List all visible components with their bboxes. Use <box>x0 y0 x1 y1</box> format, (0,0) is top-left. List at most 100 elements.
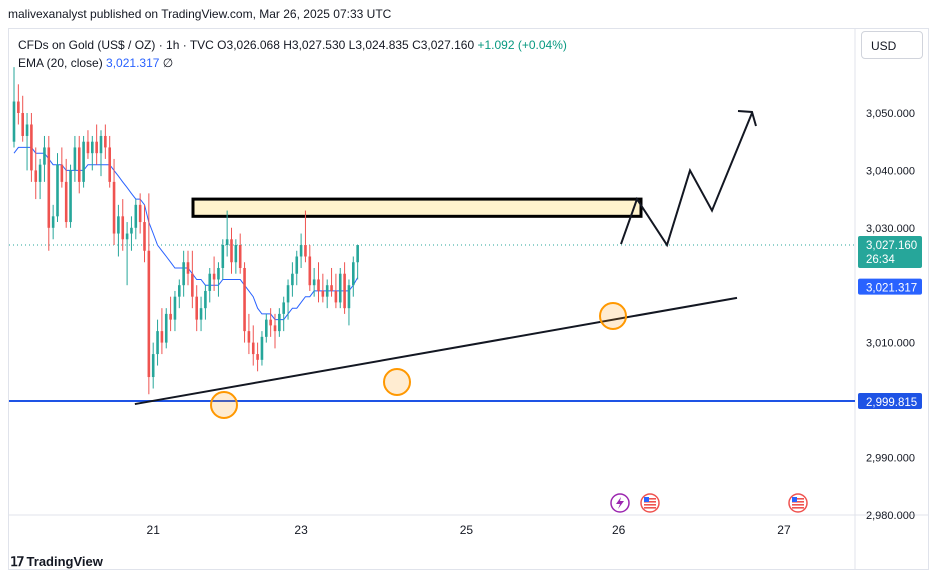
candle-body <box>112 181 116 234</box>
candle-body <box>269 319 272 326</box>
legend-low-label: L <box>348 38 356 52</box>
candle-body <box>221 245 225 268</box>
candle-body <box>82 141 85 182</box>
candle-body <box>208 273 212 291</box>
y-tick-label: 2,980.000 <box>866 510 915 522</box>
candle-body <box>173 296 177 320</box>
candle-body <box>51 216 55 228</box>
candle-body <box>286 285 290 303</box>
us-flag-icon <box>788 493 808 513</box>
candle-body <box>91 141 94 154</box>
last-price-badge-text: 3,027.160 <box>866 240 917 252</box>
candle-body <box>108 147 111 182</box>
last-price-badge-bg <box>858 236 922 269</box>
candle-body <box>247 331 251 343</box>
candle-body <box>69 170 72 223</box>
candle-body <box>43 147 46 165</box>
legend-close-label: C <box>412 38 421 52</box>
candle-body <box>317 279 320 291</box>
us-flag-stripe <box>792 507 804 509</box>
candle-body <box>130 227 133 234</box>
legend-open-label: O <box>217 38 227 52</box>
y-tick-label: 2,990.000 <box>866 452 915 464</box>
tradingview-logo[interactable]: 𝟣𝟩 TradingView <box>10 554 103 570</box>
candle-body <box>217 267 220 280</box>
us-flag-ring <box>640 493 660 513</box>
candle-body <box>169 313 172 320</box>
publisher-line: malivexanalyst published on TradingView.… <box>8 7 392 21</box>
currency-button[interactable]: USD <box>861 31 923 59</box>
candle-body <box>134 204 138 228</box>
candle-body <box>151 354 155 378</box>
candle-body <box>312 279 316 286</box>
candle-body <box>64 181 68 223</box>
lightning-icon <box>610 493 630 513</box>
legend-ema-label[interactable]: EMA (20, close) <box>18 56 103 70</box>
candle-body <box>343 273 346 309</box>
candle-body <box>304 245 307 257</box>
candle-body <box>191 273 194 297</box>
tradingview-brand: TradingView <box>26 554 103 569</box>
candle-body <box>212 273 216 280</box>
candle-body <box>73 147 77 171</box>
candle-body <box>147 250 151 378</box>
candle-body <box>278 313 281 332</box>
marked-low-circle <box>383 368 411 396</box>
candle-body <box>121 216 125 240</box>
ema-line <box>13 146 359 321</box>
candle-body <box>178 285 181 297</box>
candle-body <box>186 262 190 274</box>
projection-path <box>620 112 753 248</box>
hline-price-badge: 2,999.815 <box>858 393 922 410</box>
hline-price-badge-bg <box>858 393 922 410</box>
hline-price-badge-text: 2,999.815 <box>866 397 917 409</box>
candle-body <box>77 147 81 182</box>
us-flag-ring <box>788 493 808 513</box>
candle-body <box>164 313 168 343</box>
candle-body <box>117 216 120 234</box>
candle-body <box>291 273 294 286</box>
legend-symbol[interactable]: CFDs on Gold (US$ / OZ) · 1h · TVC <box>18 38 214 52</box>
candle-body <box>299 245 303 257</box>
candle-body <box>273 325 277 332</box>
ascending-trendline <box>134 296 738 406</box>
candle-body <box>160 331 164 343</box>
legend-high-label: H <box>283 38 292 52</box>
ema-price-badge-bg <box>858 278 922 295</box>
candle-body <box>182 262 185 286</box>
us-flag-stripe <box>792 501 804 503</box>
us-flag-stripe <box>792 498 804 500</box>
us-flag-icon <box>640 493 660 513</box>
legend-ema-value: 3,021.317 <box>106 56 160 70</box>
candle-body <box>143 222 146 251</box>
candle-body <box>86 141 90 154</box>
candle-body <box>225 239 229 246</box>
candle-body <box>195 296 198 320</box>
candle-body <box>199 308 203 320</box>
candle-body <box>25 124 29 136</box>
legend-open: 3,026.068 <box>226 38 280 52</box>
legend-low: 3,024.835 <box>355 38 409 52</box>
candle-body <box>12 101 16 142</box>
candle-body <box>230 239 233 263</box>
candle-body <box>260 336 264 360</box>
candle-body <box>104 135 107 148</box>
y-tick-label: 3,050.000 <box>866 108 915 120</box>
chart-panel[interactable] <box>8 28 929 570</box>
candle-body <box>47 147 51 228</box>
candle-body <box>251 342 255 355</box>
last-price-badge-text: 26:34 <box>866 254 895 266</box>
candle-body <box>265 319 268 337</box>
legend-ohlc-row: CFDs on Gold (US$ / OZ) · 1h · TVC O3,02… <box>18 36 567 54</box>
legend-ema-extra: ∅ <box>162 56 174 70</box>
candle-body <box>56 164 59 217</box>
candle-body <box>17 101 20 113</box>
candle-body <box>256 354 259 360</box>
candle-body <box>21 113 24 136</box>
x-tick-label: 26 <box>612 523 626 537</box>
ema-price-badge: 3,021.317 <box>858 278 922 295</box>
candle-body <box>338 273 342 303</box>
candle-body <box>34 170 38 182</box>
candle-body <box>95 141 98 154</box>
